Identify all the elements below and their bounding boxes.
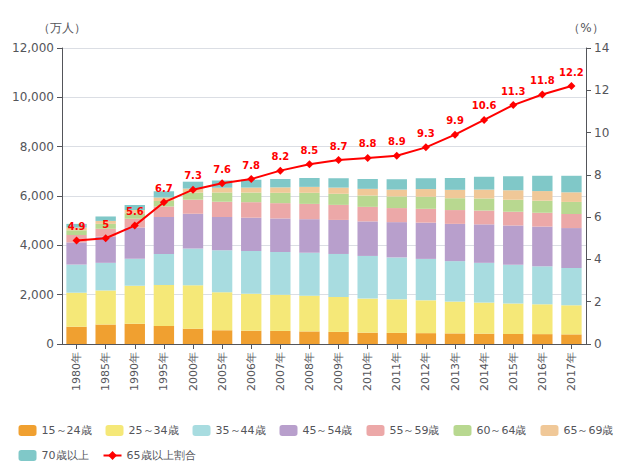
svg-text:2000年: 2000年 bbox=[187, 352, 200, 391]
svg-text:7.8: 7.8 bbox=[242, 160, 260, 171]
svg-text:2015年: 2015年 bbox=[507, 352, 520, 391]
svg-text:8.8: 8.8 bbox=[359, 138, 377, 149]
svg-text:10,000: 10,000 bbox=[12, 90, 54, 104]
svg-text:5: 5 bbox=[102, 219, 109, 230]
svg-text:4: 4 bbox=[594, 252, 602, 266]
svg-text:2,000: 2,000 bbox=[20, 288, 54, 302]
svg-text:65～69歳: 65～69歳 bbox=[563, 424, 613, 437]
svg-text:2006年: 2006年 bbox=[245, 352, 258, 391]
svg-text:8.7: 8.7 bbox=[330, 141, 348, 152]
svg-text:8: 8 bbox=[594, 168, 602, 182]
svg-text:35～44歳: 35～44歳 bbox=[216, 424, 266, 437]
svg-text:11.8: 11.8 bbox=[530, 75, 555, 86]
svg-text:25～34歳: 25～34歳 bbox=[129, 424, 179, 437]
svg-text:1985年: 1985年 bbox=[99, 352, 112, 391]
svg-text:（%）: （%） bbox=[568, 21, 603, 35]
svg-text:2007年: 2007年 bbox=[274, 352, 287, 391]
svg-text:12: 12 bbox=[594, 83, 609, 97]
svg-text:6,000: 6,000 bbox=[20, 189, 54, 203]
svg-text:0: 0 bbox=[46, 337, 54, 351]
svg-text:14: 14 bbox=[594, 41, 609, 55]
svg-text:2013年: 2013年 bbox=[449, 352, 462, 391]
svg-text:12.2: 12.2 bbox=[559, 67, 584, 78]
svg-text:11.3: 11.3 bbox=[501, 86, 526, 97]
svg-text:45～54歳: 45～54歳 bbox=[303, 424, 353, 437]
svg-text:2009年: 2009年 bbox=[332, 352, 345, 391]
svg-text:4.9: 4.9 bbox=[68, 221, 86, 232]
svg-text:4,000: 4,000 bbox=[20, 238, 54, 252]
svg-text:65歳以上割合: 65歳以上割合 bbox=[127, 449, 196, 462]
svg-text:8.9: 8.9 bbox=[388, 136, 406, 147]
svg-text:15～24歳: 15～24歳 bbox=[42, 424, 92, 437]
svg-text:70歳以上: 70歳以上 bbox=[42, 449, 89, 462]
svg-text:2016年: 2016年 bbox=[536, 352, 549, 391]
svg-text:2017年: 2017年 bbox=[565, 352, 578, 391]
svg-text:0: 0 bbox=[594, 337, 602, 351]
svg-text:（万人）: （万人） bbox=[38, 21, 86, 35]
svg-text:2: 2 bbox=[594, 295, 602, 309]
svg-text:10: 10 bbox=[594, 126, 609, 140]
svg-text:2011年: 2011年 bbox=[390, 352, 403, 391]
svg-text:1990年: 1990年 bbox=[128, 352, 141, 391]
svg-text:7.3: 7.3 bbox=[184, 170, 202, 181]
svg-text:12,000: 12,000 bbox=[12, 41, 54, 55]
svg-text:2008年: 2008年 bbox=[303, 352, 316, 391]
svg-text:55～59歳: 55～59歳 bbox=[389, 424, 439, 437]
svg-text:1995年: 1995年 bbox=[157, 352, 170, 391]
svg-text:6.7: 6.7 bbox=[155, 183, 173, 194]
svg-text:2012年: 2012年 bbox=[419, 352, 432, 391]
svg-text:8.5: 8.5 bbox=[301, 145, 319, 156]
svg-text:2010年: 2010年 bbox=[361, 352, 374, 391]
svg-text:9.3: 9.3 bbox=[417, 128, 435, 139]
svg-text:1980年: 1980年 bbox=[70, 352, 83, 391]
svg-text:60～64歳: 60～64歳 bbox=[476, 424, 526, 437]
svg-text:8,000: 8,000 bbox=[20, 140, 54, 154]
svg-text:2005年: 2005年 bbox=[216, 352, 229, 391]
svg-text:5.6: 5.6 bbox=[126, 206, 144, 217]
svg-text:2014年: 2014年 bbox=[478, 352, 491, 391]
svg-text:7.6: 7.6 bbox=[213, 164, 231, 175]
svg-text:9.9: 9.9 bbox=[446, 115, 464, 126]
svg-text:8.2: 8.2 bbox=[271, 151, 289, 162]
svg-text:6: 6 bbox=[594, 210, 602, 224]
svg-text:10.6: 10.6 bbox=[472, 100, 497, 111]
